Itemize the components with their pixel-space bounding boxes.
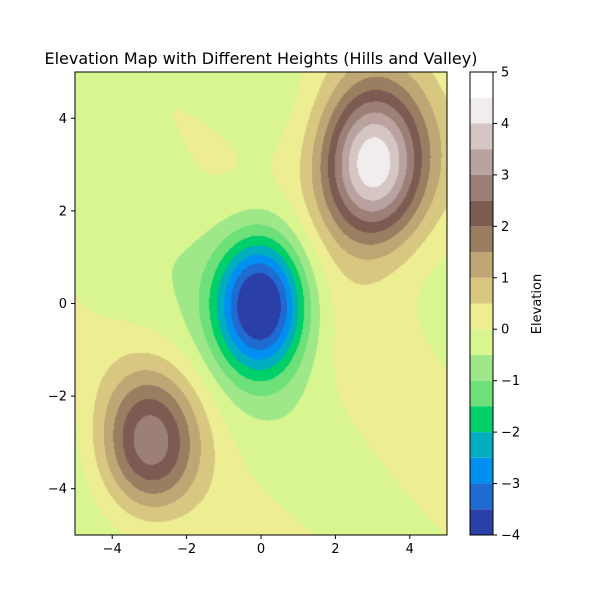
colorbar-tick-label: −2 <box>501 426 520 441</box>
elevation-contour-fill <box>75 72 447 535</box>
colorbar-band <box>470 252 493 278</box>
colorbar-tick-label: −1 <box>501 374 520 389</box>
y-tick-label: 4 <box>59 112 67 127</box>
colorbar-tick-label: 1 <box>501 271 509 286</box>
x-tick-label: 4 <box>406 542 414 557</box>
colorbar-band <box>470 432 493 458</box>
colorbar-tick-label: 0 <box>501 323 509 338</box>
colorbar-band <box>470 149 493 175</box>
colorbar-tick-label: −4 <box>501 529 520 544</box>
colorbar-band <box>470 226 493 253</box>
y-tick-label: −2 <box>48 390 67 405</box>
colorbar-frame <box>469 71 494 536</box>
colorbar-band <box>470 329 493 355</box>
colorbar-band <box>470 174 493 201</box>
y-tick-label: 2 <box>59 204 67 219</box>
colorbar-band <box>470 406 493 433</box>
colorbar-band <box>470 483 493 510</box>
colorbar-band <box>470 303 493 330</box>
y-tick-label: −4 <box>48 482 67 497</box>
colorbar-band <box>470 380 493 407</box>
colorbar-band <box>470 354 493 381</box>
colorbar-tick-label: 3 <box>501 168 509 183</box>
colorbar-band <box>470 123 493 150</box>
colorbar-tick-label: 5 <box>501 66 509 81</box>
plot-area <box>74 71 448 536</box>
y-axis: −4 −2 0 2 4 <box>48 112 75 497</box>
x-tick-label: 2 <box>331 542 339 557</box>
x-tick-label: 0 <box>257 542 265 557</box>
colorbar-band <box>470 509 493 535</box>
chart-title: Elevation Map with Different Heights (Hi… <box>45 49 478 68</box>
colorbar-band <box>470 277 493 304</box>
colorbar-tick-label: 2 <box>501 220 509 235</box>
colorbar-tick-label: 4 <box>501 117 509 132</box>
x-axis: −4 −2 0 2 4 <box>103 535 414 557</box>
x-tick-label: −4 <box>103 542 122 557</box>
colorbar-tick-label: −3 <box>501 477 520 492</box>
colorbar-label: Elevation <box>530 274 545 334</box>
colorbar-band <box>470 97 493 124</box>
colorbar-band <box>470 200 493 227</box>
colorbar-band <box>470 72 493 98</box>
x-tick-label: −2 <box>177 542 196 557</box>
colorbar-band <box>470 457 493 484</box>
colorbar: −4 −3 −2 −1 0 1 2 3 4 5 <box>469 66 520 544</box>
y-tick-label: 0 <box>59 297 67 312</box>
